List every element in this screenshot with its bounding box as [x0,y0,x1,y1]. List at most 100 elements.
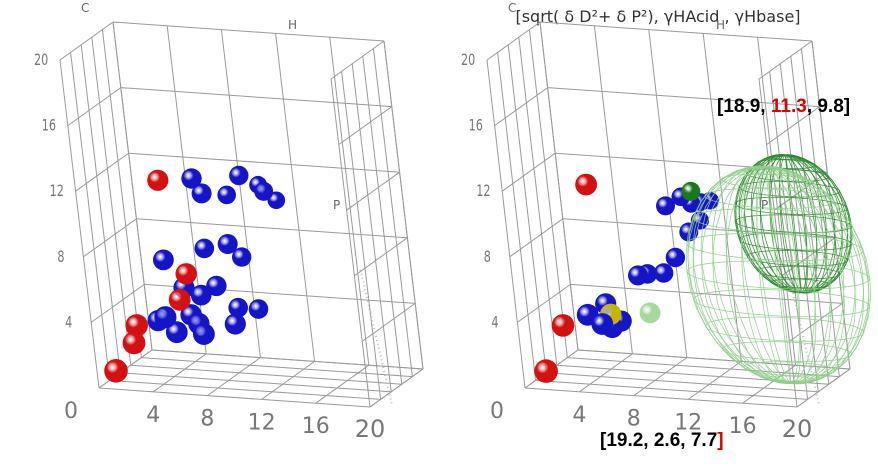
x-tick-label: 4 [146,403,160,428]
z-tick-label: 12 [476,182,490,201]
left-wall-grid-line [486,21,541,61]
left-wall-grid-line [59,59,100,389]
side-wall-grid-line [341,71,382,400]
floor-grid-line [535,379,808,400]
back-wall-grid-line [547,87,820,108]
blue-data-point [248,299,269,319]
red-data-point [175,263,197,285]
floor-grid-line [120,372,392,393]
blue-data-point [165,321,188,344]
annotation-text: [18.9, [717,96,771,117]
floor-grid-line [207,357,261,397]
corner-label-c: C [81,1,89,15]
sphere-longitude [711,165,845,385]
side-wall-grid-line [790,56,830,385]
sphere-longitude [784,154,802,294]
blue-data-point [154,306,177,329]
floor-grid-line [141,357,413,378]
left-wall-grid-line [101,29,142,358]
sphere-center-annotation: [18.9, 11.3, 9.8] [717,96,850,117]
corner-label-p: P [761,198,768,212]
green-data-point [681,181,701,201]
x-tick-label: 12 [248,410,276,435]
z-tick-label: 16 [469,117,483,136]
blue-data-point [591,313,614,335]
side-wall-grid-line [330,40,385,80]
blue-data-point [656,196,675,216]
blue-data-point [628,265,648,286]
red-data-point [168,288,191,311]
floor-grid-line [524,387,798,408]
floor-grid-line [577,349,851,370]
sphere-center-annotation: [19.2, 2.6, 7.7] [600,430,724,451]
left-wall-grid-line [528,29,568,358]
left-wall-grid-line [501,152,556,192]
back-wall-grid-line [648,29,688,358]
z-tick-label: 8 [57,248,64,267]
annotation-text: [19.2, 2.6, [600,430,691,451]
sphere-longitude [743,154,843,294]
side-wall-grid-line [779,63,819,392]
side-wall-grid-line [811,40,851,370]
blue-data-point [193,323,215,345]
back-wall-grid-line [329,37,370,366]
x-tick-label: 20 [782,415,813,443]
back-wall-grid-line [112,21,385,42]
blue-data-point [191,183,212,204]
blue-data-point [254,181,274,201]
side-wall-grid-line [346,171,400,211]
z-tick-label: 4 [65,313,72,332]
sphere-longitude [744,154,843,294]
annotation-text: 7.7 [691,430,717,451]
z-tick-label: 16 [42,117,56,136]
left-wall-grid-line [486,59,526,389]
floor-grid-line [567,357,840,378]
blue-data-point [206,275,227,297]
left-wall-grid-line [80,44,121,373]
corner-label-c: C [508,1,516,15]
floor-grid-line [687,360,742,400]
x-tick-label: 16 [302,414,330,439]
x-tick-label: 8 [627,407,641,432]
floor-grid-line [98,387,371,408]
x-tick-label: 12 [674,410,702,435]
left-wall-grid-line [112,21,153,351]
chart-title: [sqrt( δ D²+ δ P²), γHAcid , γHbase] [515,7,800,26]
right-3d-scatter: 0 4 8 12 16 20 20 16 12 8 4 C H P [18.9, 11.3, 9.8] [19… [461,1,872,451]
sphere-longitude [756,165,801,385]
z-tick-label: 20 [34,51,48,70]
side-wall-grid-line [362,56,403,385]
red-data-point [147,169,169,191]
corner-label-h: H [288,18,297,32]
floor-grid-line [130,364,402,385]
floor-grid-line [369,368,424,408]
sphere-longitude [692,166,865,384]
back-wall-grid-line [275,33,316,362]
side-wall-grid-line [338,106,393,146]
wireframe-sphere [734,153,853,294]
sphere-longitude [765,165,792,385]
blue-data-point [654,263,674,283]
corner-label-h: H [716,18,725,32]
red-data-point [125,314,148,337]
blue-data-point [194,238,215,259]
left-wall-grid-line [70,52,111,381]
highlighted-value: ] [717,430,723,451]
blue-data-point [190,284,212,306]
left-wall-grid-line [507,44,547,373]
back-wall-grid-line [570,283,843,304]
sphere-longitude [740,165,817,385]
blue-data-point [217,185,236,205]
left-wall-grid-line [494,87,548,127]
red-data-point [575,173,597,196]
floor-grid-line [579,353,633,393]
left-3d-scatter: 0 4 8 12 16 20 20 16 12 8 4 C H P [34,1,424,443]
left-wall-grid-line [83,218,137,258]
back-wall-grid-line [120,87,392,108]
blue-data-point [224,313,246,335]
floor-grid-line [633,357,688,397]
red-data-point [104,359,128,383]
left-wall-grid-line [497,52,537,381]
side-wall-grid-line [758,40,813,80]
left-wall-grid-line [90,283,145,323]
